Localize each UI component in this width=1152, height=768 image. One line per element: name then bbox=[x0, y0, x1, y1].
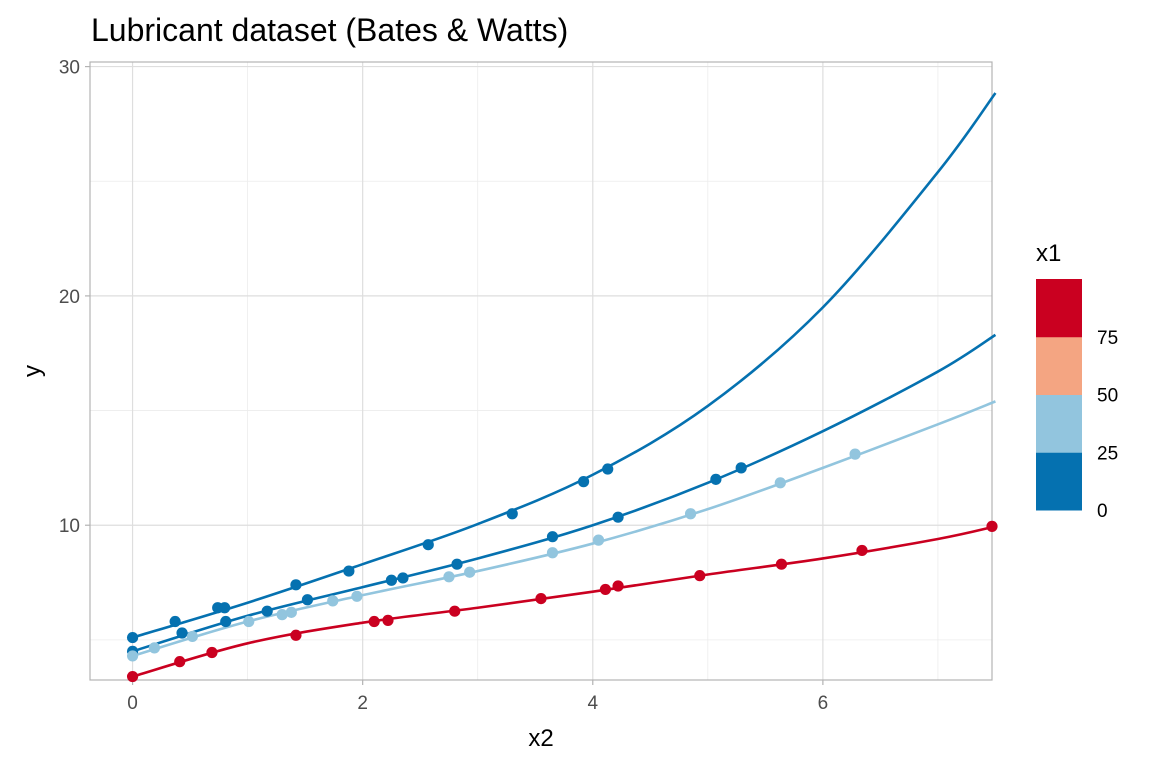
legend-label: 25 bbox=[1097, 443, 1118, 464]
data-point bbox=[774, 477, 786, 489]
data-point bbox=[684, 508, 697, 520]
data-point bbox=[382, 614, 394, 626]
data-point bbox=[169, 615, 181, 628]
data-point bbox=[301, 594, 314, 606]
data-point bbox=[126, 631, 139, 644]
chart-title: Lubricant dataset (Bates & Watts) bbox=[91, 12, 568, 48]
data-point bbox=[385, 574, 398, 586]
data-point bbox=[506, 508, 518, 520]
data-point bbox=[290, 579, 302, 591]
y-tick-label: 10 bbox=[59, 516, 80, 537]
data-point bbox=[148, 642, 161, 654]
data-point bbox=[612, 511, 624, 523]
data-point bbox=[422, 539, 434, 551]
legend-swatch bbox=[1036, 279, 1082, 338]
y-axis-title: y bbox=[19, 365, 46, 377]
data-point bbox=[546, 531, 559, 543]
x-tick-label: 6 bbox=[818, 693, 829, 714]
axis-ticks: 0 2 4 6 10 20 30 bbox=[59, 58, 828, 714]
x-tick-label: 4 bbox=[587, 693, 598, 714]
data-point bbox=[592, 534, 605, 546]
legend-swatch bbox=[1036, 336, 1082, 395]
data-point bbox=[276, 609, 288, 621]
data-point bbox=[577, 476, 590, 488]
data-point bbox=[126, 670, 139, 683]
data-point bbox=[694, 570, 706, 582]
data-point bbox=[612, 580, 624, 592]
data-point bbox=[351, 590, 363, 602]
data-point bbox=[449, 605, 461, 617]
data-point bbox=[290, 629, 302, 641]
legend-swatch bbox=[1036, 394, 1082, 453]
data-point bbox=[775, 558, 788, 570]
data-point bbox=[397, 572, 409, 584]
legend-title: x1 bbox=[1036, 240, 1061, 267]
data-point bbox=[174, 656, 186, 668]
data-point bbox=[849, 448, 861, 460]
data-points bbox=[126, 448, 998, 683]
data-point bbox=[451, 558, 463, 570]
data-point bbox=[327, 595, 339, 607]
data-point bbox=[535, 592, 547, 605]
data-point bbox=[219, 602, 231, 614]
data-point bbox=[186, 630, 198, 643]
panel-border bbox=[89, 61, 993, 681]
data-point bbox=[735, 462, 747, 474]
grid bbox=[90, 62, 992, 680]
data-point bbox=[856, 544, 868, 557]
x-axis-title: x2 bbox=[528, 725, 553, 752]
data-point bbox=[220, 615, 232, 628]
data-point bbox=[126, 650, 139, 662]
fit-curve bbox=[132, 525, 996, 678]
legend: x1 0 25 50 75 bbox=[1036, 240, 1118, 522]
legend-label: 50 bbox=[1097, 386, 1118, 407]
data-point bbox=[602, 463, 614, 475]
data-point bbox=[464, 566, 476, 578]
data-point bbox=[710, 473, 722, 485]
data-point bbox=[285, 606, 297, 618]
data-point bbox=[261, 605, 273, 617]
legend-swatch bbox=[1036, 452, 1082, 511]
fit-curve bbox=[132, 333, 997, 653]
x-tick-label: 0 bbox=[127, 693, 138, 714]
data-point bbox=[206, 646, 218, 659]
data-point bbox=[443, 571, 455, 583]
y-tick-label: 20 bbox=[59, 287, 80, 308]
data-point bbox=[368, 615, 380, 628]
data-point bbox=[546, 547, 559, 559]
legend-label: 0 bbox=[1097, 501, 1108, 522]
data-point bbox=[599, 583, 612, 596]
x-tick-label: 2 bbox=[357, 693, 368, 714]
legend-label: 75 bbox=[1097, 328, 1118, 349]
y-tick-label: 30 bbox=[59, 58, 80, 79]
data-point bbox=[176, 627, 188, 639]
data-point bbox=[986, 520, 998, 532]
data-point bbox=[343, 565, 355, 577]
data-point bbox=[243, 615, 255, 628]
